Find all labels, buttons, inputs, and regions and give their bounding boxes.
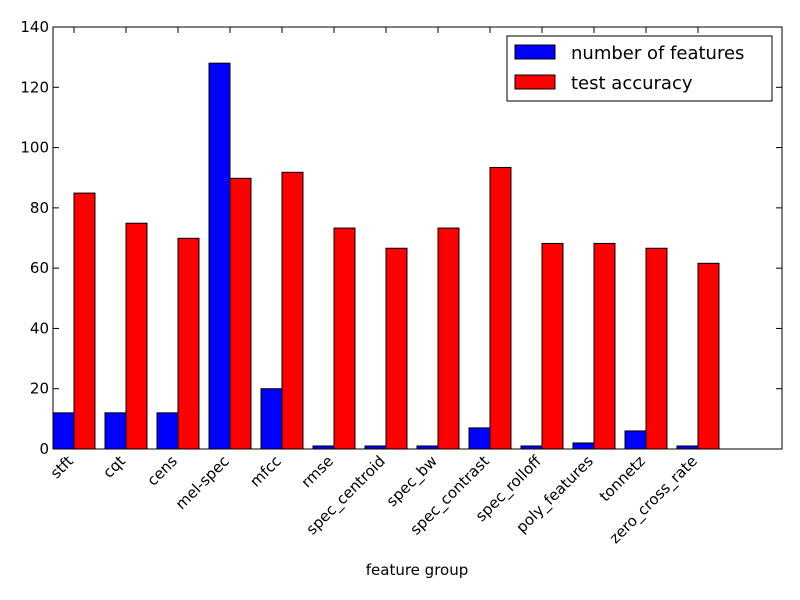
y-tick-label-40: 40 xyxy=(30,319,49,337)
x-tick-label-stft: stft xyxy=(47,452,77,482)
legend-swatch-test-accuracy xyxy=(514,74,556,90)
y-tick-label-100: 100 xyxy=(20,139,49,157)
legend-box xyxy=(506,35,773,102)
y-tick-label-20: 20 xyxy=(30,380,49,398)
legend-label-number-of-features: number of features xyxy=(571,43,744,64)
x-axis-label: feature group xyxy=(366,561,469,579)
y-tick-label-140: 140 xyxy=(20,18,49,36)
bar-test-accuracy-spec-bw xyxy=(437,227,460,450)
bar-number-of-features-poly-features xyxy=(572,442,595,450)
bar-test-accuracy-stft xyxy=(73,192,96,450)
x-tick-label-cens: cens xyxy=(143,452,180,489)
y-tick-label-60: 60 xyxy=(30,259,49,277)
x-tick-label-rmse: rmse xyxy=(298,452,337,491)
bar-number-of-features-cens xyxy=(156,412,179,450)
bars-group xyxy=(52,62,720,450)
bar-test-accuracy-tonnetz xyxy=(645,247,668,450)
x-tick-label-mel-spec: mel-spec xyxy=(172,452,233,513)
legend-swatch-number-of-features xyxy=(514,44,556,60)
bar-number-of-features-mel-spec xyxy=(208,62,231,450)
bar-test-accuracy-rmse xyxy=(333,227,356,450)
plot-frame xyxy=(52,26,783,450)
bar-number-of-features-tonnetz xyxy=(624,430,647,450)
y-tick-label-120: 120 xyxy=(20,78,49,96)
bar-test-accuracy-spec-rolloff xyxy=(541,242,564,450)
y-tick-label-80: 80 xyxy=(30,199,49,217)
x-tick-label-tonnetz: tonnetz xyxy=(596,452,649,505)
y-tick-label-0: 0 xyxy=(39,440,49,458)
bar-test-accuracy-zero-cross-rate xyxy=(697,262,720,450)
x-tick-label-cqt: cqt xyxy=(99,452,129,482)
bar-number-of-features-spec-contrast xyxy=(468,427,491,450)
legend: number of features test accuracy xyxy=(506,35,773,102)
bar-test-accuracy-cens xyxy=(177,237,200,450)
bar-number-of-features-stft xyxy=(52,412,75,450)
bar-number-of-features-mfcc xyxy=(260,388,283,450)
bar-test-accuracy-mfcc xyxy=(281,171,304,450)
bar-number-of-features-cqt xyxy=(104,412,127,450)
bar-test-accuracy-mel-spec xyxy=(229,177,252,450)
x-tick-label-zero-cross-rate: zero_cross_rate xyxy=(606,452,702,548)
x-tick-label-mfcc: mfcc xyxy=(246,452,284,490)
bar-test-accuracy-spec-contrast xyxy=(489,166,512,450)
bar-test-accuracy-poly-features xyxy=(593,242,616,450)
legend-label-test-accuracy: test accuracy xyxy=(571,73,693,94)
bar-test-accuracy-cqt xyxy=(125,222,148,450)
bar-test-accuracy-spec-centroid xyxy=(385,247,408,450)
